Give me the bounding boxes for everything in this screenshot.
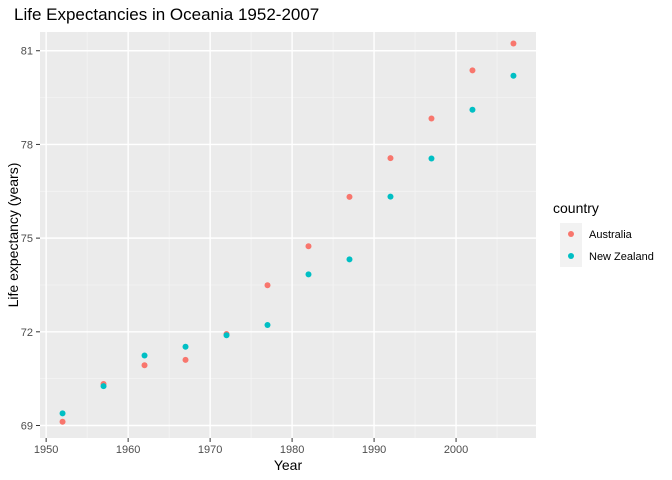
data-point-australia xyxy=(346,193,353,200)
grid-major xyxy=(40,32,536,438)
y-axis-title: Life expectancy (years) xyxy=(5,163,21,308)
data-point-new-zealand xyxy=(305,271,312,278)
data-point-australia xyxy=(141,362,148,369)
data-point-new-zealand xyxy=(223,332,230,339)
y-tick-label: 75 xyxy=(21,233,33,245)
y-axis: 69 72 75 78 81 xyxy=(21,46,40,433)
legend-title: country xyxy=(553,200,599,216)
legend-label-new-zealand: New Zealand xyxy=(589,251,654,263)
x-tick-label: 1970 xyxy=(198,444,222,456)
chart-title: Life Expectancies in Oceania 1952-2007 xyxy=(14,5,319,24)
x-tick-label: 1990 xyxy=(362,444,386,456)
data-point-australia xyxy=(510,40,517,47)
data-points xyxy=(59,40,517,425)
x-axis-title: Year xyxy=(274,457,303,473)
data-point-new-zealand xyxy=(469,106,476,113)
y-tick-label: 69 xyxy=(21,421,33,433)
data-point-new-zealand xyxy=(387,193,394,200)
x-axis: 1950 1960 1970 1980 1990 2000 xyxy=(34,438,468,456)
data-point-new-zealand xyxy=(346,256,353,263)
data-point-australia xyxy=(469,67,476,74)
legend: country Australia New Zealand xyxy=(553,200,654,267)
data-point-new-zealand xyxy=(264,321,271,328)
data-point-australia xyxy=(59,418,66,425)
legend-marker-new-zealand xyxy=(568,253,574,259)
data-point-new-zealand xyxy=(141,352,148,359)
data-point-new-zealand xyxy=(59,410,66,417)
data-point-new-zealand xyxy=(100,383,107,390)
data-point-australia xyxy=(387,155,394,162)
x-tick-label: 2000 xyxy=(444,444,468,456)
x-tick-label: 1950 xyxy=(34,444,58,456)
data-point-new-zealand xyxy=(182,343,189,350)
legend-label-australia: Australia xyxy=(589,229,633,241)
x-tick-label: 1960 xyxy=(116,444,140,456)
y-tick-label: 81 xyxy=(21,46,33,58)
legend-marker-australia xyxy=(568,231,574,237)
data-point-australia xyxy=(428,115,435,122)
y-tick-label: 72 xyxy=(21,327,33,339)
data-point-new-zealand xyxy=(428,155,435,162)
data-point-australia xyxy=(264,282,271,289)
grid-minor xyxy=(40,32,536,438)
x-tick-label: 1980 xyxy=(280,444,304,456)
data-point-australia xyxy=(305,243,312,250)
data-point-new-zealand xyxy=(510,72,517,79)
data-point-australia xyxy=(182,356,189,363)
plot-panel xyxy=(40,32,536,438)
y-tick-label: 78 xyxy=(21,139,33,151)
